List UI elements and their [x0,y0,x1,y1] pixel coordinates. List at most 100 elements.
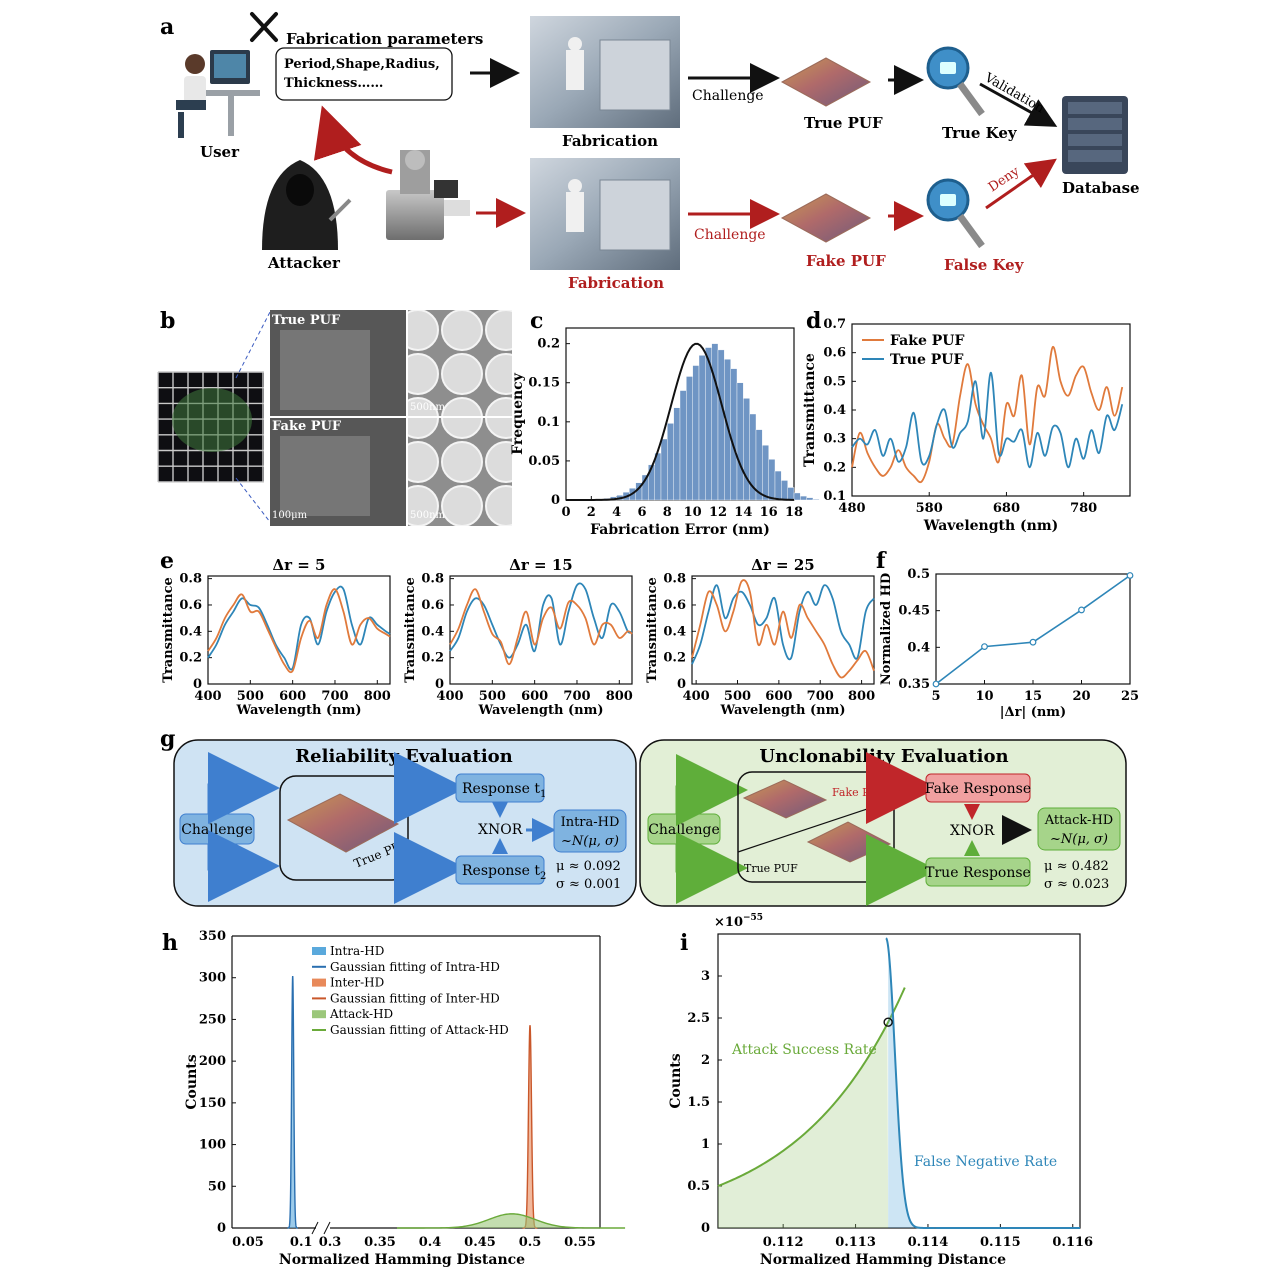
unclonability-xnor: XNOR [950,823,995,839]
chart-c-histogram: 0 2 4 6 8 10 12 14 16 18 0 0.05 0.1 0.15 0.2 Fabricatio… [510,327,820,538]
y-tick-label: 0.2 [421,651,444,666]
histogram-bar [793,492,801,501]
x-tick-label: 580 [916,501,943,516]
y-axis-label: Transmittance [161,577,176,683]
reliability-challenge-label: Challenge [181,822,253,838]
y-tick-label: 100 [199,1138,226,1153]
x-tick-label: 780 [1070,501,1097,516]
axis-break-mark [311,1221,331,1235]
false-negative-curve [885,937,935,1229]
panel-label-b: b [160,308,175,334]
user-illustration [176,50,260,138]
y-tick-label: 150 [199,1096,226,1111]
y-tick-label: 0.5 [823,374,846,389]
x-tick-label: 10 [684,505,702,520]
y-axis-label: Transmittance [802,353,818,467]
attack-hd-line1: Attack-HD [1044,813,1113,828]
y-tick-label: 350 [199,929,226,944]
x-axis-label: Wavelength (nm) [478,703,604,718]
chart-title: Δr = 15 [509,556,572,574]
y-tick-label: 0.6 [179,598,202,613]
zoom-line-top [235,311,271,379]
y-tick-label: 1 [701,1137,710,1152]
histogram-bar [806,497,814,501]
reliability-puf-chip [286,793,400,853]
y-axis-label: Frequency [510,372,526,455]
histogram-bar [711,343,719,501]
attack-sigma: σ ≈ 0.023 [1044,877,1109,892]
series-line-0 [851,346,1124,484]
x-tick-label: 16 [760,505,778,520]
x-axis-label: Normalized Hamming Distance [760,1252,1006,1268]
chart-e3: 400 500 600 700 800 0 0.2 0.4 0.6 0.8 Wavelength (… [645,556,875,718]
legend-label: Intra-HD [330,944,384,958]
x-tick-label: 0.5 [519,1235,542,1250]
panel-label-e: e [160,548,174,574]
histogram-bar [705,347,712,501]
x-tick-label: 6 [637,505,646,520]
x-tick-label: 680 [993,501,1020,516]
histogram-bar [736,382,744,501]
unc-fake-puf-chip [742,779,828,819]
chart-e2: 400 500 600 700 800 0 0.2 0.4 0.6 0.8 Wavelength (… [403,556,633,718]
x-tick-label: 25 [1121,689,1139,704]
series-line-1 [851,371,1124,469]
user-label: User [200,143,240,161]
y-tick-label: 0 [217,1221,226,1236]
y-axis-label: Transmittance [403,577,418,683]
reliability-puf-frame [279,775,409,881]
sem-true-puf [270,310,406,416]
x-tick-label: 20 [1072,689,1090,704]
y-tick-label: 0.1 [823,489,846,504]
attack-success-annotation: Attack Success Rate [731,1042,877,1058]
unclonability-puf-frame [737,771,895,883]
challenge-label-bottom: Challenge [694,227,766,243]
intra-hd-box [553,809,627,853]
y-tick-label: 0.8 [421,572,444,587]
y-tick-label: 0.5 [907,567,930,582]
x-tick-label: 800 [606,689,633,704]
attack-success-area [718,1023,889,1228]
attacker-label: Attacker [267,254,341,272]
panel-label-a: a [160,14,174,40]
x-tick-label: 0.116 [1052,1235,1093,1250]
fab-params-line2: Thickness…… [284,76,383,91]
y-tick-label: 0.5 [687,1179,710,1194]
puf-photo-grid [157,371,264,483]
legend-label: Inter-HD [330,976,384,990]
x-tick-label: 500 [237,689,264,704]
histogram-bar [692,365,700,501]
histogram-bar [787,487,795,501]
fab-params-box [275,47,453,101]
x-tick-label: 480 [838,501,865,516]
x-tick-label: 0.55 [564,1235,596,1250]
x-tick-label: 0 [561,505,570,520]
plot-frame [851,323,1131,497]
response-t2-label: Response t2 [462,863,546,882]
fab-params-title: Fabrication parameters [286,30,483,48]
y-tick-label: 0.6 [823,346,846,361]
legend-label: Gaussian fitting of Intra-HD [330,960,500,974]
intra-hd-line1: Intra-HD [561,815,620,830]
fabrication-label-bottom: Fabrication [568,274,664,292]
true-response-box [925,857,1031,887]
x-tick-label: 600 [765,689,792,704]
histogram-bar [743,398,750,501]
histogram-bar [698,355,706,501]
x-axis-label: Fabrication Error (nm) [590,522,770,538]
true-key-label: True Key [942,124,1018,142]
sem-machine-illustration [386,150,470,240]
y-tick-label: 0.4 [823,403,846,418]
y-tick-label: 250 [199,1012,226,1027]
series-line-1 [691,579,875,679]
intra-sigma: σ ≈ 0.001 [556,877,621,892]
gaussian-fit-0 [287,975,298,1229]
x-tick-label: 700 [807,689,834,704]
x-axis-label: Normalized Hamming Distance [279,1252,525,1268]
database-label: Database [1062,179,1140,197]
y-tick-label: 0.8 [663,572,686,587]
reliability-title: Reliability Evaluation [295,746,513,767]
intra-hd-line2: ~N(μ, σ) [561,834,619,849]
unclonability-challenge-label: Challenge [648,822,720,838]
